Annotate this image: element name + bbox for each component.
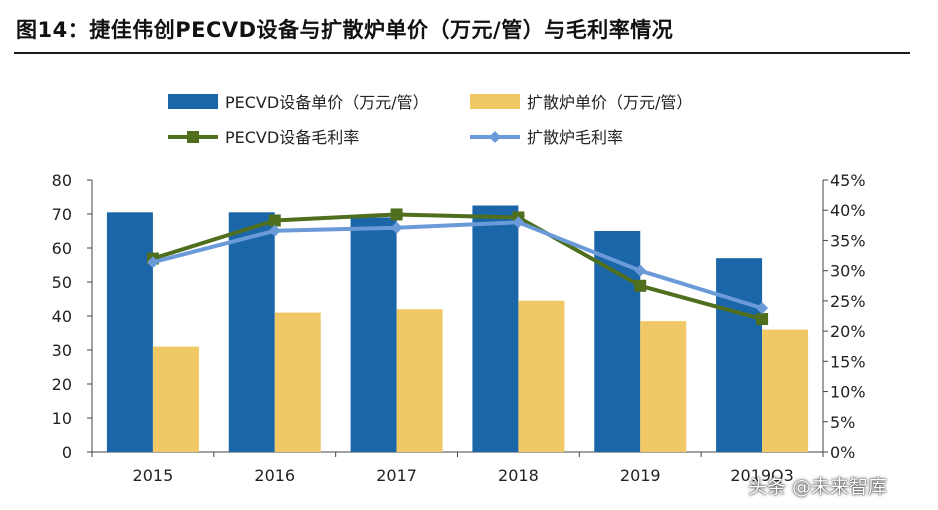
- x-tick-label: 2019: [620, 466, 661, 485]
- x-tick-label: 2015: [133, 466, 174, 485]
- legend-marker: [489, 131, 501, 143]
- point-diffusion-margin: [512, 216, 525, 229]
- point-diffusion-margin: [268, 224, 281, 237]
- legend-swatch: [168, 94, 218, 109]
- right-tick-label: 45%: [830, 171, 866, 190]
- bar-diffusion-price: [396, 309, 443, 452]
- right-tick-label: 15%: [830, 352, 866, 371]
- x-tick-label: 2019Q3: [730, 466, 794, 485]
- point-diffusion-margin: [146, 256, 159, 269]
- left-tick-label: 30: [52, 341, 72, 360]
- bar-pecvd-price: [106, 212, 153, 452]
- legend-label: 扩散炉单价（万元/管）: [527, 93, 692, 112]
- bar-pecvd-price: [716, 258, 763, 452]
- left-tick-label: 40: [52, 307, 72, 326]
- bar-pecvd-price: [472, 205, 519, 452]
- point-pecvd-margin: [268, 214, 281, 227]
- left-tick-label: 50: [52, 273, 72, 292]
- right-tick-label: 35%: [830, 231, 866, 250]
- bar-diffusion-price: [518, 300, 565, 452]
- left-tick-label: 60: [52, 239, 72, 258]
- x-tick-label: 2017: [376, 466, 417, 485]
- right-tick-label: 25%: [830, 292, 866, 311]
- watermark-text: 头条 @未来智库: [748, 476, 888, 498]
- left-tick-label: 10: [52, 409, 72, 428]
- left-tick-label: 0: [62, 443, 72, 462]
- right-tick-label: 5%: [830, 413, 855, 432]
- point-pecvd-margin: [756, 313, 769, 326]
- bar-pecvd-price: [350, 217, 397, 452]
- bar-pecvd-price: [228, 212, 275, 452]
- point-diffusion-margin: [756, 302, 769, 315]
- bar-diffusion-price: [152, 346, 199, 452]
- left-tick-label: 80: [52, 171, 72, 190]
- legend-label: PECVD设备单价（万元/管）: [225, 93, 429, 112]
- right-tick-label: 30%: [830, 262, 866, 281]
- legend-label: PECVD设备毛利率: [225, 128, 359, 147]
- legend-marker: [187, 131, 199, 143]
- right-tick-label: 10%: [830, 383, 866, 402]
- right-tick-label: 20%: [830, 322, 866, 341]
- left-tick-label: 20: [52, 375, 72, 394]
- x-tick-label: 2018: [498, 466, 539, 485]
- point-pecvd-margin: [390, 208, 403, 221]
- line-diffusion-margin: [152, 220, 763, 311]
- point-pecvd-margin: [634, 279, 647, 292]
- line-pecvd-margin: [152, 212, 763, 321]
- bar-diffusion-price: [640, 321, 687, 452]
- point-diffusion-margin: [390, 221, 403, 234]
- legend-swatch: [470, 94, 520, 109]
- bar-diffusion-price: [274, 312, 321, 452]
- right-tick-label: 0%: [830, 443, 855, 462]
- legend-label: 扩散炉毛利率: [527, 128, 623, 147]
- x-tick-label: 2016: [254, 466, 295, 485]
- left-tick-label: 70: [52, 205, 72, 224]
- bar-diffusion-price: [762, 329, 809, 452]
- chart-title: 图14：捷佳伟创PECVD设备与扩散炉单价（万元/管）与毛利率情况: [16, 18, 674, 42]
- right-tick-label: 40%: [830, 201, 866, 220]
- title-underline: [14, 52, 910, 54]
- point-diffusion-margin: [634, 264, 647, 277]
